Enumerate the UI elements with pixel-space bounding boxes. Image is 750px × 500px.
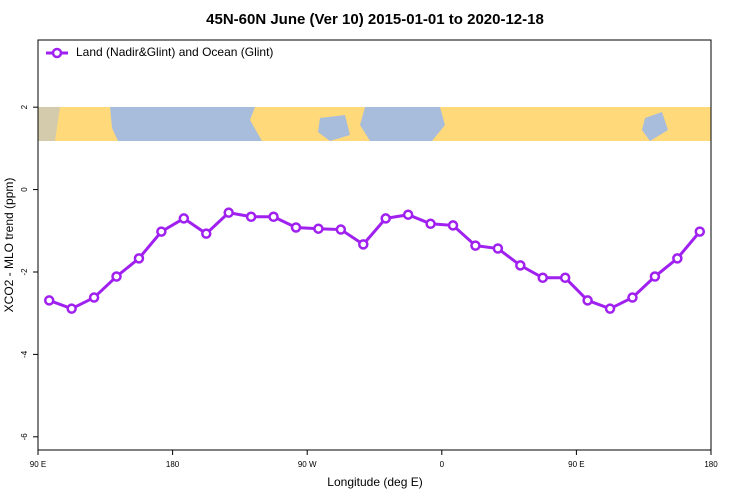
data-point [43,295,55,306]
data-point [156,226,167,237]
data-point [66,303,77,314]
data-point [627,292,638,303]
data-point [425,218,436,230]
data-point [88,292,100,303]
series-line [48,211,701,311]
y-tick-label: -4 [20,350,29,358]
data-point [111,271,122,282]
data-point [402,209,414,220]
data-point [245,211,257,223]
y-tick-label: 0 [20,187,29,192]
data-point [133,253,145,264]
y-tick-label: 2 [20,104,29,109]
legend-label: Land (Nadir&Glint) and Ocean (Glint) [76,45,273,59]
data-point [290,222,302,233]
data-point [470,240,481,251]
data-point [358,239,369,250]
y-axis-label: XCO2 - MLO trend (ppm) [2,178,16,313]
x-tick-label: 0 [440,460,445,469]
data-point [649,271,661,282]
data-point [559,272,571,284]
map-ocean [38,107,60,141]
data-point [447,220,459,231]
data-point [201,228,212,239]
y-tick-label: -2 [20,268,29,276]
plot-frame [37,39,712,451]
map-ocean [360,107,445,141]
map-strip [38,107,711,141]
data-point [515,260,526,271]
x-tick-label: 180 [166,460,180,469]
data-point [582,295,593,306]
map-ocean [318,115,350,141]
data-point [492,243,504,254]
data-point [268,211,279,223]
chart-title: 45N-60N June (Ver 10) 2015-01-01 to 2020… [206,11,544,28]
data-point [223,207,234,218]
data-point [335,224,347,235]
x-axis-label: Longitude (deg E) [327,475,422,489]
x-tick-label: 90 W [298,460,317,469]
x-tick-label: 90 E [30,460,46,469]
map-ocean [110,107,262,141]
legend-marker [51,47,63,59]
y-tick-label: -6 [20,433,29,441]
data-point [313,223,324,234]
x-tick-label: 180 [704,460,718,469]
data-point [604,303,616,314]
data-point [380,213,391,224]
data-point [672,253,683,264]
map-ocean [642,112,668,141]
data-point [694,226,706,237]
data-point [178,213,190,224]
data-point [537,272,548,284]
x-tick-label: 90 E [568,460,584,469]
